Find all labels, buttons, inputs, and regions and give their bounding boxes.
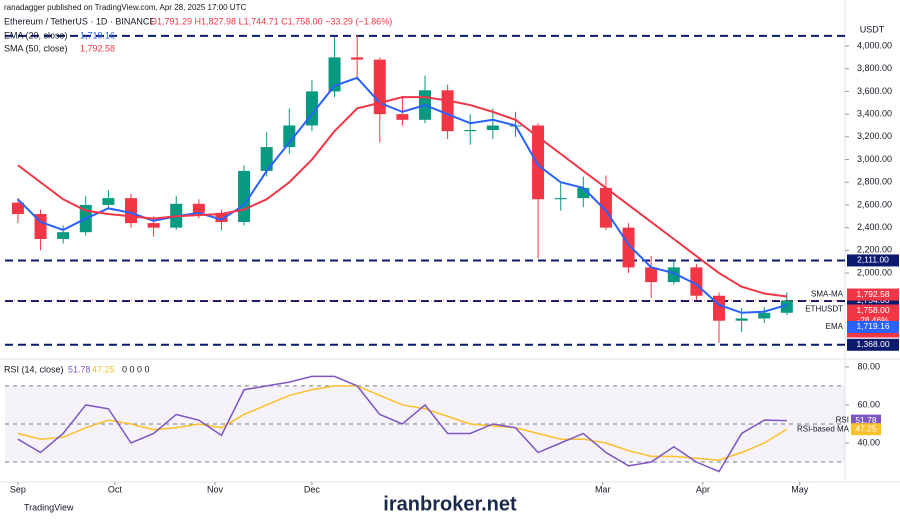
y-tick-label: 2,200.00: [857, 245, 892, 255]
rsi-title: RSI (14, close): [4, 364, 64, 374]
x-tick-label: Apr: [696, 484, 710, 494]
candle-body: [735, 318, 748, 321]
price-tag: [847, 320, 899, 333]
candle-body: [441, 90, 454, 132]
candle-body: [713, 295, 725, 321]
legend-value: 1,792.58: [80, 43, 115, 53]
candle-body: [373, 59, 386, 115]
candle-body: [11, 202, 24, 215]
price-tag: [847, 338, 899, 351]
series-tag-name: RSI: [836, 416, 849, 425]
ohlc: O1,791.29 H1,827.98 L1,744.71 C1,758.00 …: [150, 16, 392, 26]
price-tag-label: 2,111.00: [857, 255, 889, 265]
x-tick-label: Nov: [207, 484, 224, 494]
x-tick-label: Dec: [304, 484, 321, 494]
candle-body: [486, 125, 499, 131]
candle-body: [351, 57, 364, 60]
candle-body: [599, 187, 612, 228]
legend-name: SMA (50, close): [4, 43, 68, 53]
footer-brand: TradingView: [24, 502, 74, 512]
y-tick-label: 2,400.00: [857, 222, 892, 232]
legend-value: 1,719.16: [80, 30, 115, 40]
x-tick-label: Oct: [108, 484, 123, 494]
series-line: [17, 96, 787, 298]
series-tag-name: RSI-based MA: [797, 424, 850, 433]
candle-body: [57, 232, 70, 239]
candle-body: [238, 170, 251, 222]
candle-body: [690, 267, 703, 296]
candle-body: [102, 198, 115, 205]
candle-body: [328, 57, 341, 92]
price-tag-label: 1,368.00: [856, 339, 889, 349]
author: ranadagger published on TradingView.com,…: [4, 3, 246, 12]
currency: USDT: [860, 24, 885, 34]
candle-body: [192, 203, 205, 213]
rsi-extra: 0 0 0 0: [122, 364, 150, 374]
y-tick-label: 3,600.00: [857, 86, 892, 96]
candle-body: [125, 198, 137, 224]
symbol-title: Ethereum / TetherUS · 1D · BINANCE: [4, 16, 155, 26]
y-tick-label: 2,000.00: [857, 267, 892, 277]
y-tick-label: 80.00: [857, 361, 880, 371]
series-line: [17, 375, 787, 473]
close-tag-label: 1,758.00: [856, 305, 889, 315]
price-tag: [847, 254, 899, 267]
price-tag-label: 51.78: [855, 415, 877, 425]
series-tag-name: EMA: [826, 322, 844, 331]
y-tick-label: 2,800.00: [857, 177, 892, 187]
price-tag: [851, 423, 881, 436]
price-tag: [847, 288, 899, 301]
y-tick-label: 3,800.00: [857, 63, 892, 73]
candle-body: [215, 212, 228, 222]
candle-body: [554, 198, 567, 200]
candle-body: [260, 147, 273, 171]
price-tag-label: 1,792.58: [856, 289, 889, 299]
candle-body: [532, 125, 545, 200]
legend-value: 51.78: [68, 364, 91, 374]
candle-body: [780, 300, 793, 313]
candle-body: [622, 227, 635, 268]
x-tick-label: Sep: [10, 484, 26, 494]
candle-body: [147, 223, 160, 228]
y-tick-label: 2,600.00: [857, 199, 892, 209]
price-tag-label: 47.25: [855, 423, 877, 433]
y-tick-label: 3,000.00: [857, 154, 892, 164]
y-tick-label: 3,200.00: [857, 131, 892, 141]
watermark: iranbroker.net: [383, 493, 517, 515]
series-tag-name: SMA-MA: [811, 290, 844, 299]
candle-body: [758, 312, 771, 319]
y-tick-label: 60.00: [857, 399, 880, 409]
x-tick-label: Mar: [595, 484, 611, 494]
candle-body: [464, 130, 477, 132]
candle-body: [396, 114, 409, 120]
y-tick-label: 3,400.00: [857, 109, 892, 119]
legend-value: 47.25: [92, 364, 115, 374]
candle-body: [645, 267, 658, 283]
candle-body: [667, 267, 680, 283]
candle-body: [577, 187, 590, 199]
y-tick-label: 4,000.00: [857, 40, 892, 50]
price-tag-label: 1,719.16: [856, 321, 889, 331]
legend-name: EMA (20, close): [4, 30, 68, 40]
x-tick-label: May: [791, 484, 809, 494]
candle-body: [283, 125, 296, 148]
close-tag-label: -28.46%: [857, 315, 889, 325]
close-tag-name: ETHUSDT: [805, 305, 843, 314]
y-tick-label: 40.00: [857, 437, 880, 447]
